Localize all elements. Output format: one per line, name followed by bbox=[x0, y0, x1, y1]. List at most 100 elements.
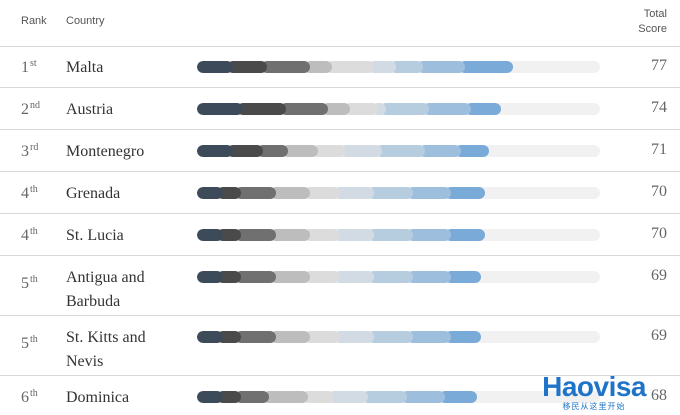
total-score-value: 74 bbox=[651, 99, 667, 116]
score-bar-segment bbox=[406, 187, 451, 199]
rank-value: 6th bbox=[21, 388, 38, 407]
score-bar-segment bbox=[197, 187, 224, 199]
table-row: 4th Grenada 70 bbox=[0, 172, 680, 214]
score-bar-segment bbox=[406, 331, 451, 343]
country-name-line: Antigua and bbox=[66, 269, 145, 286]
country-name-line: Nevis bbox=[66, 353, 104, 370]
score-bar-segment bbox=[368, 331, 413, 343]
score-bar-segment bbox=[197, 271, 224, 283]
total-score-value: 70 bbox=[651, 183, 667, 200]
score-bar-track bbox=[197, 145, 600, 157]
score-bar-segment bbox=[454, 145, 490, 157]
score-bar-segment bbox=[197, 229, 224, 241]
country-name-line: Dominica bbox=[66, 389, 130, 406]
country-name-line: St. Kitts and bbox=[66, 329, 146, 346]
total-score-value: 77 bbox=[651, 57, 667, 74]
total-score-value: 69 bbox=[651, 267, 667, 284]
rank-suffix: th bbox=[30, 184, 38, 195]
score-bar-segment bbox=[368, 187, 413, 199]
score-bar-track bbox=[197, 103, 600, 115]
score-bar-segment bbox=[197, 61, 234, 73]
rank-number: 5 bbox=[21, 275, 29, 292]
country-column-header: Country bbox=[66, 15, 105, 27]
rank-value: 5th bbox=[21, 334, 38, 353]
rank-suffix: th bbox=[30, 274, 38, 285]
rank-suffix: th bbox=[30, 226, 38, 237]
score-bar-segment bbox=[269, 331, 310, 343]
total-header-line2: Score bbox=[638, 23, 667, 35]
score-bar-segment bbox=[227, 61, 268, 73]
score-bar-segment bbox=[334, 187, 375, 199]
score-bar-segment bbox=[303, 187, 340, 199]
score-bar-segment bbox=[321, 103, 351, 115]
total-score-value: 68 bbox=[651, 387, 667, 404]
score-bar-segment bbox=[400, 391, 445, 403]
score-bar-segment bbox=[197, 391, 224, 403]
logo-tagline: 移民从这里开始 bbox=[562, 402, 626, 411]
country-name: St. Kitts and Nevis bbox=[66, 326, 146, 374]
score-bar-track bbox=[197, 331, 600, 343]
rank-number: 4 bbox=[21, 185, 29, 202]
table-row: 2nd Austria 74 bbox=[0, 88, 680, 130]
country-name-line: Malta bbox=[66, 59, 104, 76]
score-bar-segment bbox=[380, 103, 429, 115]
total-score-value: 71 bbox=[651, 141, 667, 158]
score-bar-segment bbox=[197, 103, 244, 115]
score-bar-segment bbox=[340, 145, 383, 157]
haovisa-logo: Haovisa 移民从这里开始 bbox=[542, 372, 646, 412]
score-bar-segment bbox=[235, 229, 276, 241]
country-name: Austria bbox=[66, 98, 113, 122]
score-bar-segment bbox=[279, 103, 328, 115]
total-score-column-header: Total Score bbox=[638, 7, 667, 37]
score-bar-segment bbox=[418, 145, 461, 157]
score-bar-segment bbox=[217, 187, 242, 199]
score-bar-segment bbox=[235, 331, 276, 343]
score-bar-track bbox=[197, 61, 600, 73]
score-bar-segment bbox=[344, 103, 379, 115]
score-bar-segment bbox=[464, 103, 502, 115]
rank-value: 5th bbox=[21, 274, 38, 293]
rank-column-header: Rank bbox=[21, 15, 47, 27]
rank-suffix: th bbox=[30, 334, 38, 345]
rank-value: 4th bbox=[21, 184, 38, 203]
rank-number: 4 bbox=[21, 227, 29, 244]
table-row: 5th Antigua and Barbuda 69 bbox=[0, 256, 680, 316]
score-bar-segment bbox=[303, 331, 340, 343]
total-score-value: 69 bbox=[651, 327, 667, 344]
score-bar-segment bbox=[227, 145, 264, 157]
score-bar-segment bbox=[235, 391, 270, 403]
country-name-line: Grenada bbox=[66, 185, 121, 202]
rank-value: 4th bbox=[21, 226, 38, 245]
score-bar-track bbox=[197, 229, 600, 241]
score-bar-segment bbox=[263, 391, 308, 403]
score-bar-segment bbox=[197, 331, 224, 343]
country-name: Malta bbox=[66, 56, 103, 80]
score-bar-segment bbox=[301, 391, 334, 403]
score-bar-segment bbox=[325, 61, 375, 73]
score-bar-segment bbox=[217, 391, 242, 403]
score-bar-segment bbox=[327, 391, 369, 403]
rank-number: 6 bbox=[21, 389, 29, 406]
table-row: 4th St. Lucia 70 bbox=[0, 214, 680, 256]
score-bar-segment bbox=[444, 331, 482, 343]
score-bar-segment bbox=[303, 61, 332, 73]
score-bar-segment bbox=[261, 61, 310, 73]
score-bar-segment bbox=[281, 145, 318, 157]
country-name: Grenada bbox=[66, 182, 120, 206]
country-name: Dominica bbox=[66, 386, 129, 410]
country-name-line: Montenegro bbox=[66, 143, 145, 160]
score-bar-segment bbox=[368, 61, 397, 73]
score-bar-segment bbox=[269, 187, 310, 199]
score-bar-segment bbox=[438, 391, 478, 403]
country-name: St. Lucia bbox=[66, 224, 124, 248]
score-bar-segment bbox=[235, 271, 276, 283]
score-bar-segment bbox=[269, 229, 310, 241]
score-bar-segment bbox=[311, 145, 347, 157]
rank-number: 5 bbox=[21, 335, 29, 352]
score-bar-segment bbox=[269, 271, 310, 283]
country-name-line: Austria bbox=[66, 101, 114, 118]
country-name: Antigua and Barbuda bbox=[66, 266, 145, 314]
score-bar-segment bbox=[416, 61, 465, 73]
rank-number: 2 bbox=[21, 101, 29, 118]
country-name-line: St. Lucia bbox=[66, 227, 124, 244]
